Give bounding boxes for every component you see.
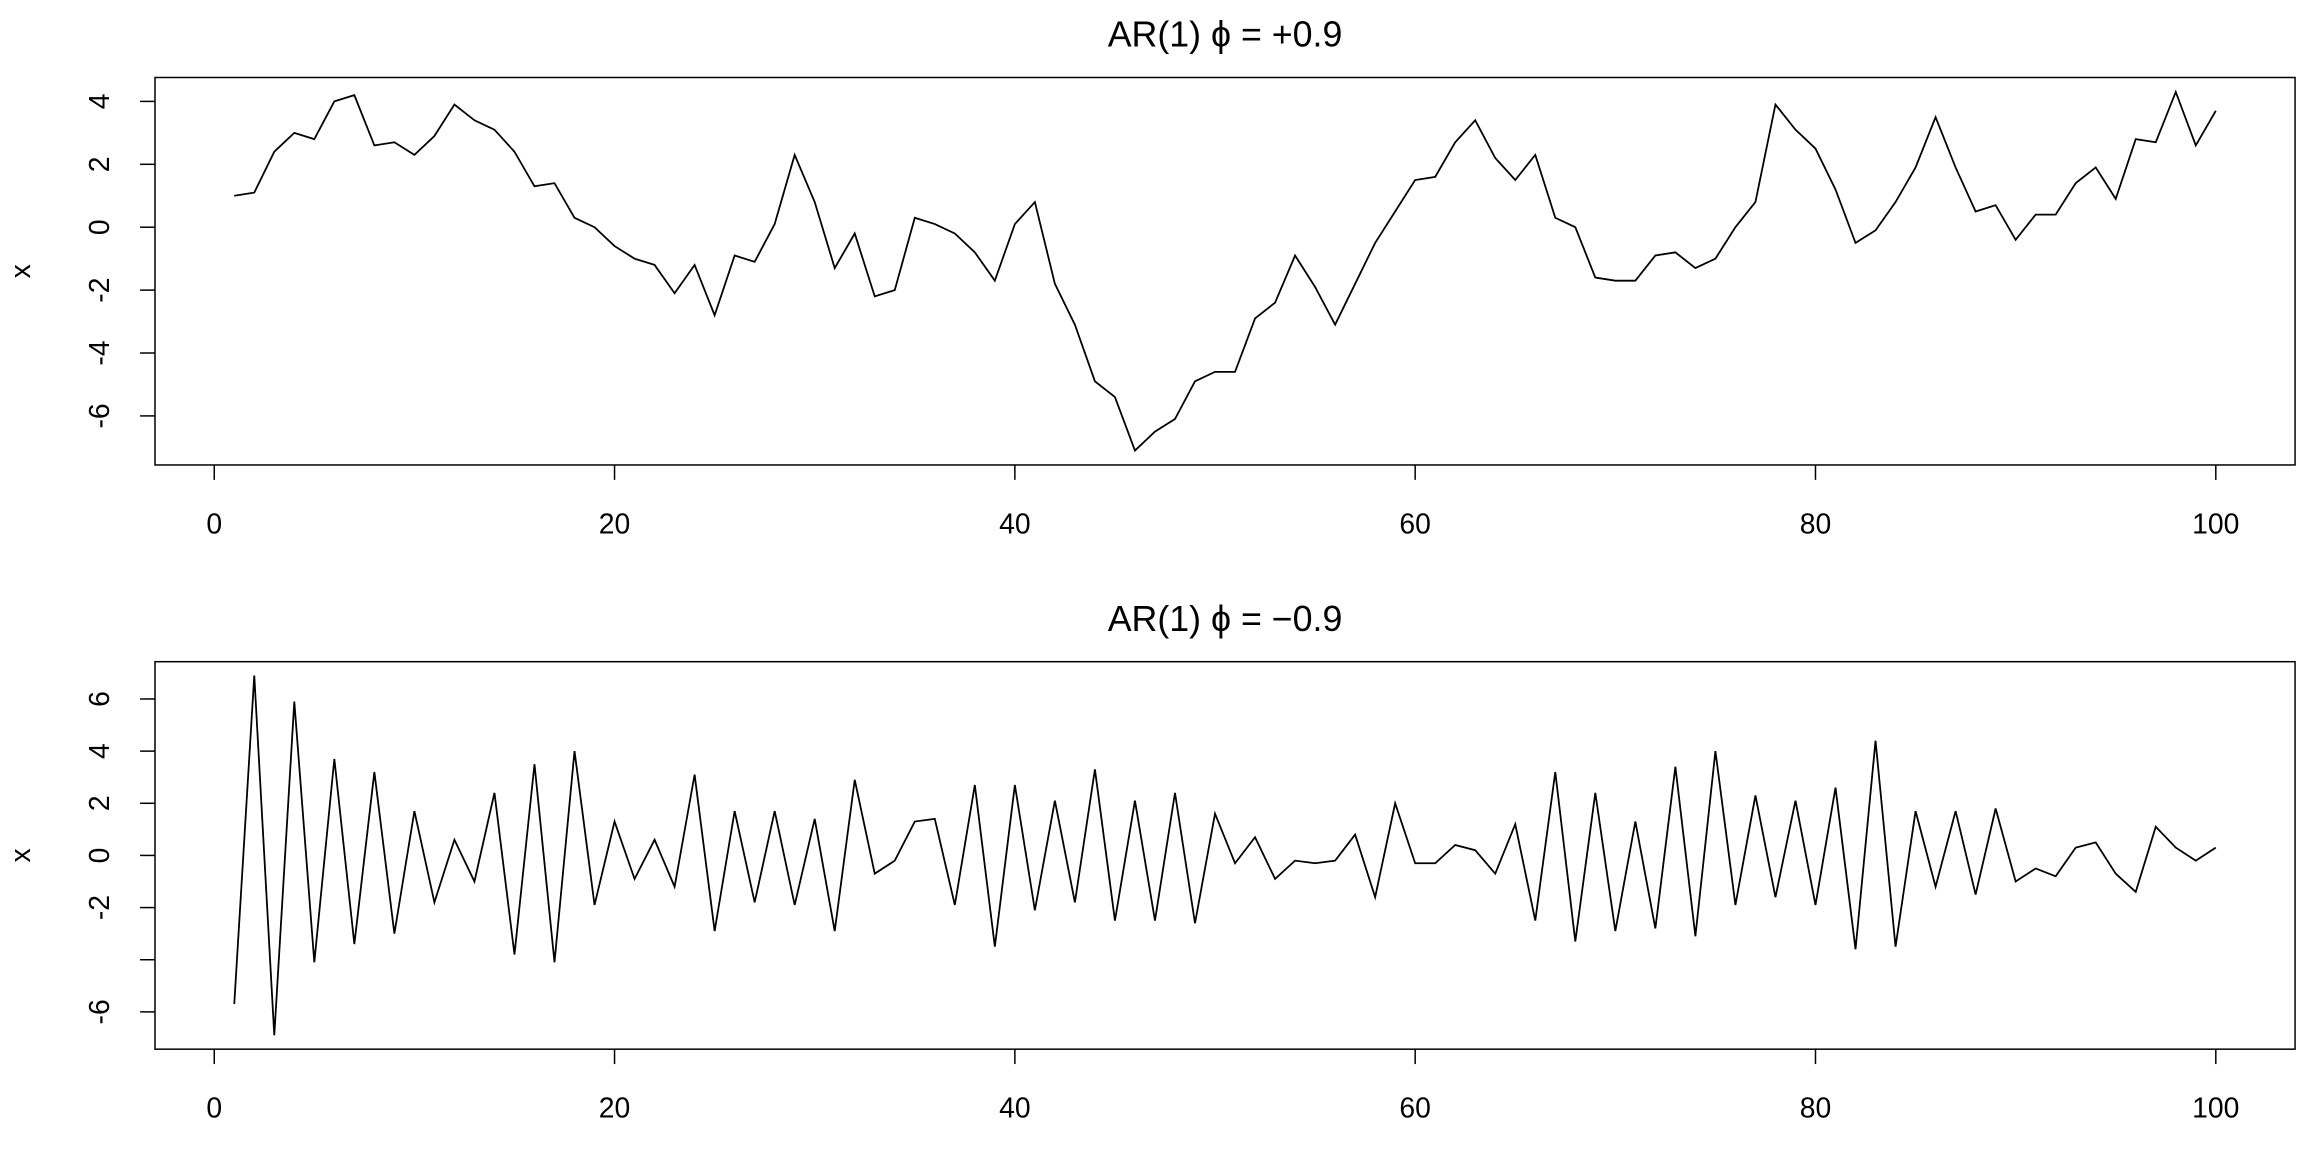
x-tick-label: 80 xyxy=(1800,1092,1831,1124)
x-tick-label: 0 xyxy=(206,508,222,540)
series-line xyxy=(233,675,2217,1036)
y-tick-label: -6 xyxy=(83,999,115,1024)
y-tick-label: 0 xyxy=(83,219,115,235)
y-tick-label: -4 xyxy=(83,340,115,365)
y-tick-label: 0 xyxy=(83,848,115,864)
y-tick-label: 2 xyxy=(83,795,115,811)
plot-frame xyxy=(154,76,2296,466)
series-line xyxy=(234,89,2217,453)
y-tick-label: 6 xyxy=(83,691,115,707)
plot-frame xyxy=(154,660,2296,1050)
chart-title: AR(1) ϕ = +0.9 xyxy=(1108,15,1343,55)
y-axis-label: x xyxy=(4,848,36,862)
x-tick-label: 100 xyxy=(2192,508,2239,540)
chart-title: AR(1) ϕ = −0.9 xyxy=(1108,599,1343,639)
x-tick-label: 60 xyxy=(1399,1092,1430,1124)
x-tick-label: 40 xyxy=(999,508,1030,540)
y-tick-label: 2 xyxy=(83,156,115,172)
y-tick-label: -6 xyxy=(83,403,115,428)
x-tick-label: 60 xyxy=(1399,508,1430,540)
x-tick-label: 20 xyxy=(599,1092,630,1124)
x-tick-label: 40 xyxy=(999,1092,1030,1124)
x-tick-label: 20 xyxy=(599,508,630,540)
y-axis-label: x xyxy=(4,264,36,278)
x-tick-label: 0 xyxy=(206,1092,222,1124)
x-tick-label: 80 xyxy=(1800,508,1831,540)
y-tick-label: 4 xyxy=(83,94,115,110)
y-tick-label: -2 xyxy=(83,895,115,920)
x-tick-label: 100 xyxy=(2192,1092,2239,1124)
y-tick-label: -2 xyxy=(83,278,115,303)
y-tick-label: 4 xyxy=(83,743,115,759)
